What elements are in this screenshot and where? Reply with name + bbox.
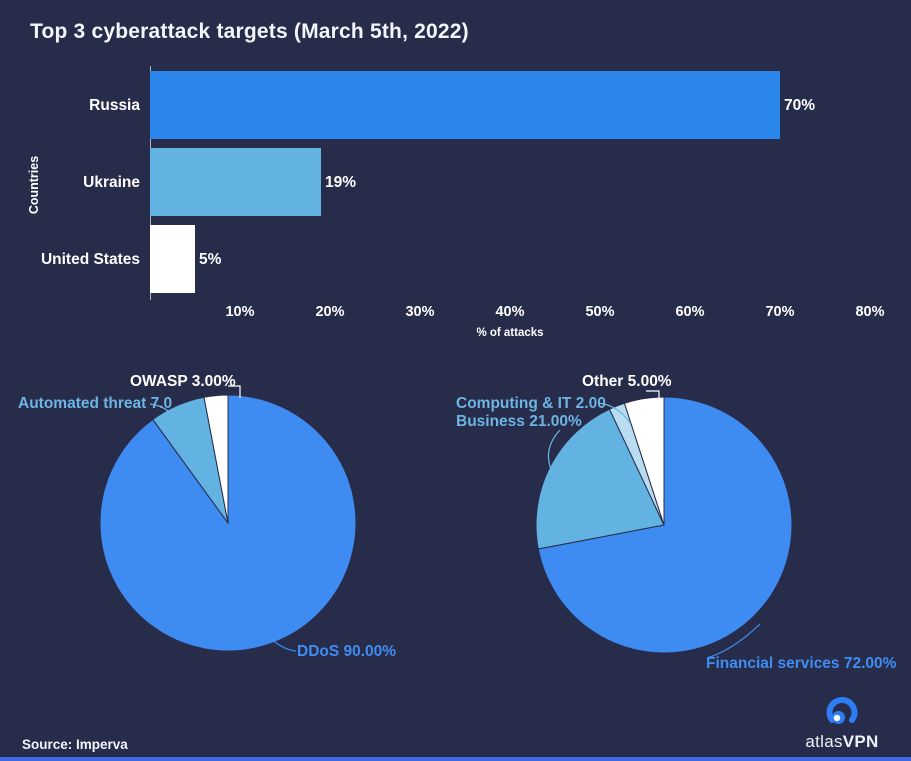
bar-value-ukraine: 19% [325,174,357,191]
atlasvpn-wordmark: atlasVPN [796,732,888,752]
wordmark-vpn: VPN [842,732,879,751]
atlasvpn-logo-icon [826,697,858,724]
x-tick-label-40: 40% [495,304,525,320]
atlasvpn-logo: atlasVPN [796,696,888,752]
pie-label-business: Business 21.00% [456,413,582,430]
bar-category-label-ukraine: Ukraine [83,174,140,191]
pie-slice-owasp [203,394,229,524]
source-credit: Source: Imperva [22,737,128,752]
pie-label-automated-threat: Automated threat 7.0 [18,395,173,412]
x-tick-label-50: 50% [585,304,615,320]
bar-category-label-united-states: United States [40,251,140,268]
x-tick-label-70: 70% [765,304,795,320]
pie-label-ddos: DDoS 90.00% [297,643,397,660]
x-tick-label-80: 80% [855,304,885,320]
bar-russia [150,71,780,139]
pie-label-other: Other 5.00% [582,373,672,390]
wordmark-atlas: atlas [805,732,843,751]
pie-chart-attack-types [99,394,357,652]
bar-united-states [150,225,195,293]
bar-ukraine [150,148,321,216]
bottom-accent-strip [0,757,911,761]
x-tick-label-20: 20% [315,304,345,320]
pie-slice-financial-services [537,396,793,654]
bar-value-united-states: 5% [199,251,222,268]
x-tick-label-60: 60% [675,304,705,320]
pie-label-owasp: OWASP 3.00% [130,373,236,390]
pie-label-computing-it: Computing & IT 2.00 [456,395,606,412]
bar-category-label-russia: Russia [89,97,140,114]
x-tick-label-10: 10% [225,304,255,320]
pie-chart-target-industries [535,396,793,654]
bar-value-russia: 70% [784,97,816,114]
x-tick-label-30: 30% [405,304,435,320]
x-axis-title: % of attacks [476,327,544,339]
page-title: Top 3 cyberattack targets (March 5th, 20… [30,20,469,43]
pie-label-financial-services: Financial services 72.00% [706,655,897,672]
